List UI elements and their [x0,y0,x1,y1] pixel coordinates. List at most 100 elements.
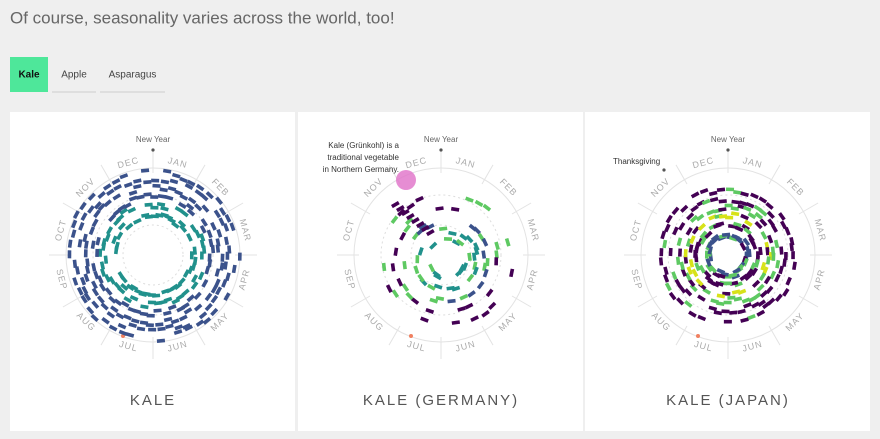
cell [754,220,763,230]
cell [391,201,400,209]
cell [165,323,174,329]
cell [766,210,775,219]
tab-label[interactable]: Kale [18,70,40,81]
cell [718,207,727,212]
cell [733,190,742,195]
cell [482,203,492,212]
cell [751,301,760,309]
cell [108,213,117,223]
month-divider [100,164,113,185]
cell [472,252,477,261]
cell [678,248,683,257]
cell [474,199,484,207]
cell [438,226,448,231]
tab-bg[interactable] [10,57,48,92]
cell [223,292,231,302]
cell [676,237,683,247]
cell [494,241,500,251]
new-year-label: New Year [711,135,746,144]
cell [754,259,760,268]
cell [162,310,172,316]
cell [694,262,701,272]
cell [194,203,203,212]
cell [417,246,424,256]
tab-label[interactable]: Asparagus [109,70,157,81]
cell [98,248,103,257]
cell [199,233,206,242]
cell [127,306,137,313]
cell [410,297,420,305]
cell [108,295,117,304]
cell [413,265,420,275]
tab[interactable]: Kale [10,57,48,92]
cell [697,222,707,232]
cell [758,272,767,281]
cell [181,288,190,297]
cell [417,273,425,283]
cell [721,309,730,314]
cell [782,258,787,267]
cell [133,178,142,184]
tab[interactable]: Asparagus [100,70,165,93]
cell [695,278,704,287]
cell [509,268,515,278]
cell [465,196,474,203]
cell [170,318,180,325]
cell [160,179,170,185]
cell [390,215,399,225]
month-divider [100,325,113,346]
cell [687,278,696,287]
cell [80,212,88,222]
cell [785,276,792,286]
cell [100,268,107,277]
tab-label[interactable]: Apple [61,70,87,81]
cell [688,258,695,268]
cell [659,248,664,257]
cell [79,276,87,286]
cell [193,291,202,301]
cell [397,208,406,217]
cell [103,255,109,264]
cell [791,251,795,260]
cell [733,296,743,302]
cell [128,322,138,329]
cell [189,224,198,233]
cell [208,238,214,248]
cell [685,226,693,236]
cell [662,273,670,283]
cell [103,199,112,208]
cell [481,250,487,259]
cell [765,201,774,210]
cell [742,205,752,213]
cell [427,283,436,291]
cell [773,273,781,283]
tab[interactable]: Apple [52,70,96,93]
cell [72,210,80,219]
cell [740,191,749,198]
cell [665,214,673,224]
cell [751,279,761,288]
cell [708,190,718,197]
cell [716,293,726,299]
annotation-dot [662,168,666,172]
annotation: in Northern Germany. [323,165,399,174]
cell [112,193,122,201]
cell [116,213,125,222]
cell [178,314,188,322]
cell [231,264,237,274]
page-title: Of course, seasonality varies across the… [10,8,395,27]
cell [758,196,768,204]
cell [767,234,774,244]
cell [725,187,735,192]
cell [421,225,430,233]
cell [756,309,766,317]
cell [115,312,125,320]
cell [96,295,105,304]
cell [406,213,415,221]
cell [476,280,485,290]
cell [689,214,699,223]
cell [482,268,489,278]
cell [157,326,166,332]
cell [699,187,709,195]
cell [191,274,199,284]
